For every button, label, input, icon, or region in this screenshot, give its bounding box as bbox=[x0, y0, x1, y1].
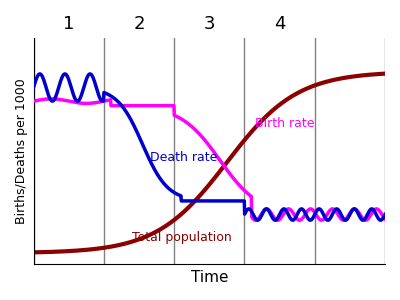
Text: 2: 2 bbox=[133, 15, 145, 33]
Text: Total population: Total population bbox=[132, 231, 232, 244]
Text: Birth rate: Birth rate bbox=[255, 117, 314, 130]
X-axis label: Time: Time bbox=[190, 270, 228, 285]
Text: 1: 1 bbox=[63, 15, 74, 33]
Text: 4: 4 bbox=[274, 15, 285, 33]
Y-axis label: Births/Deaths per 1000: Births/Deaths per 1000 bbox=[15, 78, 28, 224]
Text: 3: 3 bbox=[204, 15, 215, 33]
Text: Death rate: Death rate bbox=[150, 151, 217, 164]
